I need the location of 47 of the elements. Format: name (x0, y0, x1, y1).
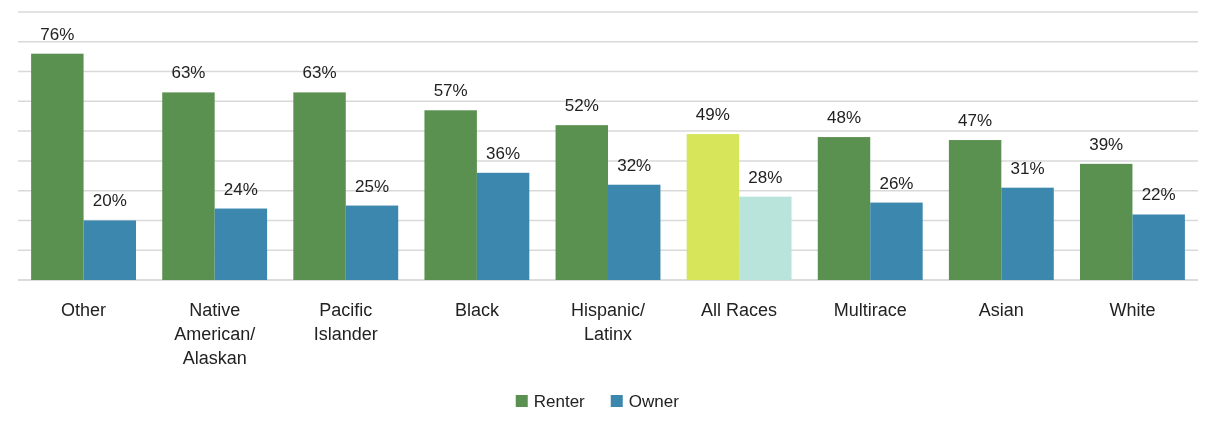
data-label: 24% (223, 179, 258, 199)
data-label: 49% (695, 105, 730, 125)
data-label: 52% (564, 96, 599, 116)
x-tick-label: Asian (978, 300, 1024, 320)
bar (948, 140, 1002, 280)
data-label: 32% (617, 155, 652, 175)
bar (293, 92, 346, 280)
x-tick-label: Native American/ Alaskan (174, 300, 256, 368)
bar (1080, 163, 1133, 280)
bar (870, 202, 923, 280)
bar (162, 92, 215, 280)
data-label: 31% (1010, 158, 1045, 178)
bar (424, 110, 477, 280)
bar (31, 53, 84, 280)
data-label: 47% (958, 111, 993, 131)
bar (555, 125, 608, 280)
data-label: 28% (748, 167, 783, 187)
bar (739, 196, 792, 280)
data-label: 26% (879, 173, 914, 193)
data-label: 36% (486, 143, 521, 163)
bar (345, 205, 399, 280)
bar (83, 220, 136, 280)
x-tick-label: Other (61, 300, 107, 320)
bar (1001, 187, 1054, 280)
data-label: 20% (92, 191, 127, 211)
bar (686, 134, 740, 280)
bar (214, 208, 268, 280)
data-label: 39% (1089, 134, 1124, 154)
x-tick-label: Hispanic/ Latinx (570, 300, 646, 344)
x-tick-label: All Races (701, 300, 778, 320)
data-label: 22% (1141, 185, 1176, 205)
x-tick-label: Pacific Islander (313, 300, 378, 344)
data-label: 25% (354, 176, 390, 196)
data-label: 48% (826, 108, 862, 128)
bar (1132, 214, 1185, 280)
data-label: 57% (433, 81, 468, 101)
legend-label: Renter (533, 391, 586, 411)
data-label: 63% (171, 63, 206, 83)
legend-label: Owner (628, 391, 680, 411)
x-tick-label: White (1109, 300, 1156, 320)
bar (817, 137, 871, 280)
x-tick-label: Multirace (833, 300, 907, 320)
x-tick-label: Black (454, 300, 500, 320)
bar (608, 184, 661, 280)
data-label: 76% (40, 24, 75, 44)
data-label: 63% (302, 63, 337, 83)
bar (476, 172, 530, 280)
